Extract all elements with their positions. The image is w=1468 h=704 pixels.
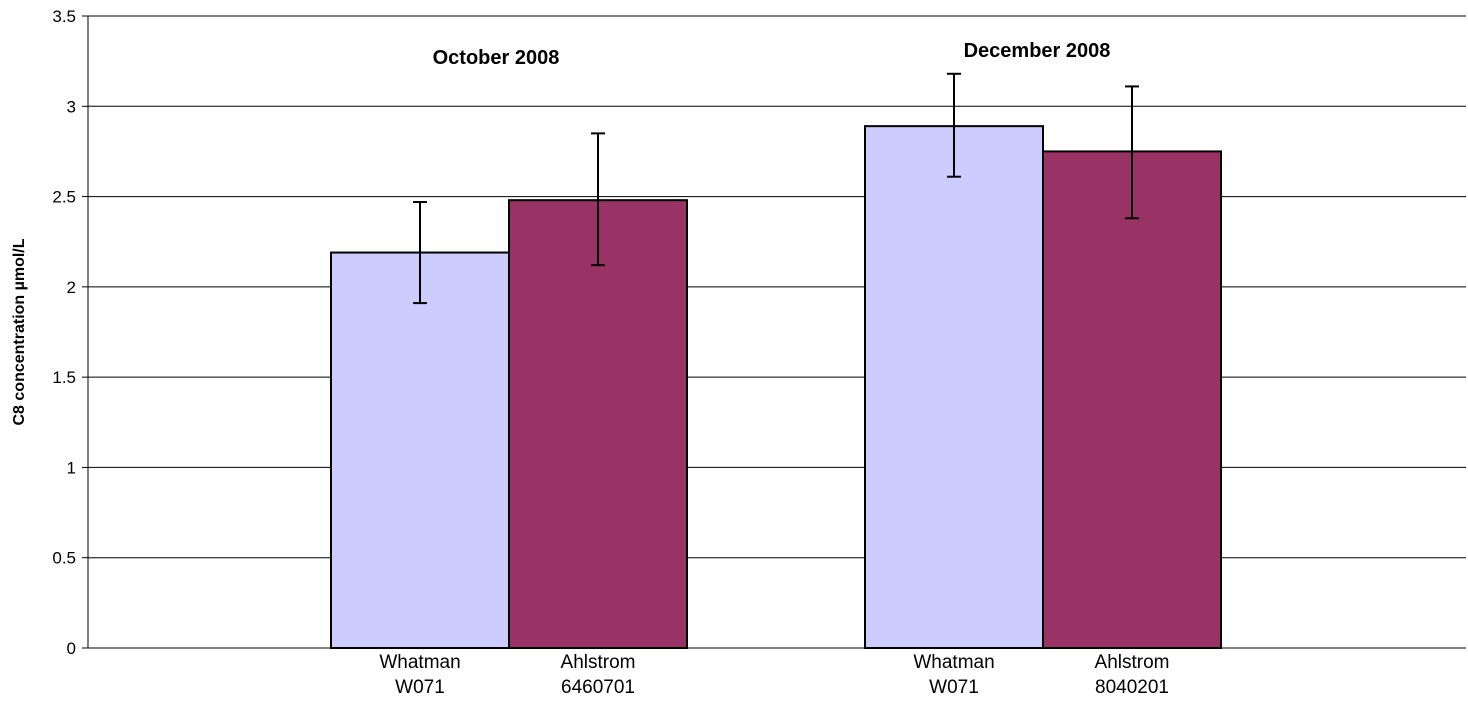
category-label-line1: Ahlstrom <box>561 652 636 673</box>
y-tick-label: 3.5 <box>52 7 76 26</box>
category-label-line2: 8040201 <box>1095 677 1169 698</box>
group-titles: October 2008 December 2008 <box>433 40 1111 69</box>
y-axis-title: C8 concentration µmol/L <box>11 238 28 425</box>
category-label-line2: 6460701 <box>561 677 635 698</box>
error-bars <box>413 72 1139 305</box>
bars <box>330 125 1222 650</box>
category-label-line1: Whatman <box>379 652 460 673</box>
y-tick-label: 2 <box>67 278 76 297</box>
bar <box>1042 150 1222 650</box>
category-label-line1: Whatman <box>913 652 994 673</box>
y-tick-label: 0.5 <box>52 549 76 568</box>
group-title: December 2008 <box>964 40 1111 62</box>
bar <box>330 251 510 649</box>
y-tick-label: 3 <box>67 97 76 116</box>
y-axis-ticks: 0 0.5 1 1.5 2 2.5 3 3.5 <box>52 7 88 658</box>
category-label-line2: W071 <box>395 677 445 698</box>
gridlines <box>88 15 1466 559</box>
group-title: October 2008 <box>433 47 560 69</box>
category-label-line2: W071 <box>929 677 979 698</box>
y-tick-label: 2.5 <box>52 188 76 207</box>
bar <box>508 199 688 649</box>
y-tick-label: 1 <box>67 458 76 477</box>
category-labels: Whatman W071 Ahlstrom 6460701 Whatman W071 Ahl… <box>379 652 1169 698</box>
category-label-line1: Ahlstrom <box>1095 652 1170 673</box>
y-tick-label: 1.5 <box>52 368 76 387</box>
y-tick-label: 0 <box>67 639 76 658</box>
bar <box>864 125 1044 650</box>
